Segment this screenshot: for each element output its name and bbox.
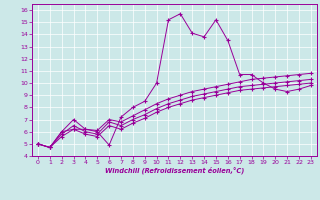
X-axis label: Windchill (Refroidissement éolien,°C): Windchill (Refroidissement éolien,°C) bbox=[105, 167, 244, 174]
